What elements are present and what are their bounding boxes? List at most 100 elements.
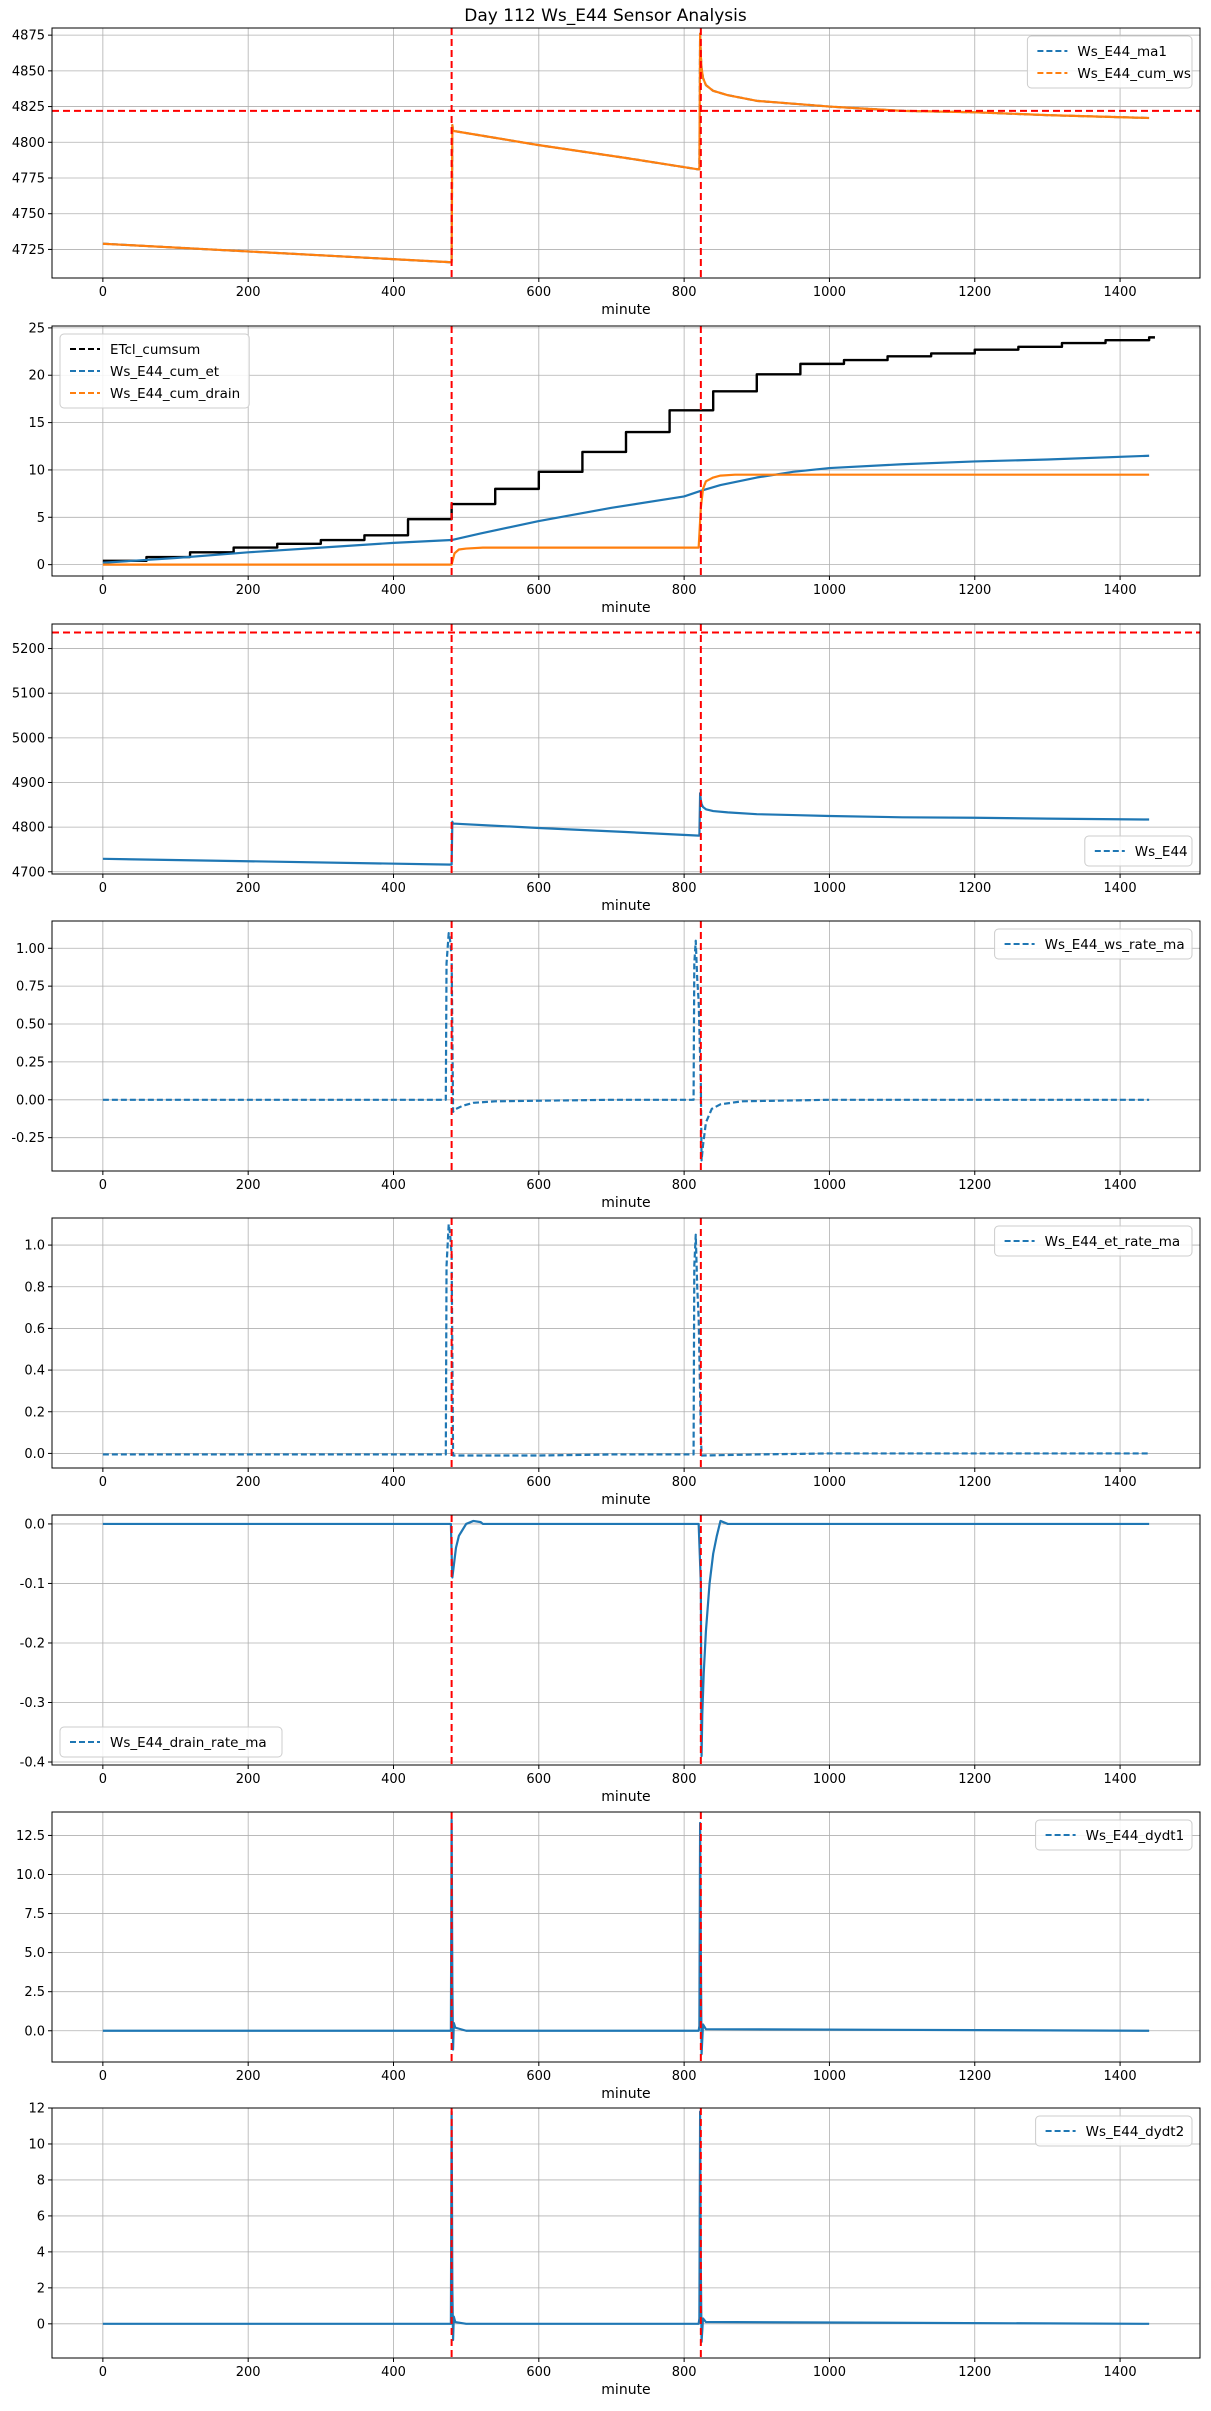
x-tick-label: 1400 — [1104, 1772, 1137, 1787]
x-tick-label: 600 — [526, 1178, 551, 1193]
x-tick-label: 800 — [672, 1475, 697, 1490]
legend: Ws_E44_et_rate_ma — [994, 1225, 1193, 1257]
x-tick-label: 1400 — [1104, 2365, 1137, 2380]
x-tick-label: 400 — [381, 2069, 406, 2084]
y-tick-label: 4825 — [12, 100, 45, 115]
legend: Ws_E44_dydt2 — [1035, 2115, 1193, 2147]
x-tick-label: 1200 — [958, 1178, 991, 1193]
y-tick-label: 25 — [28, 321, 45, 336]
y-tick-label: 0.0 — [24, 1517, 45, 1532]
x-tick-label: 1400 — [1104, 881, 1137, 896]
series-line-Ws_E44_cum_et — [102, 454, 1150, 564]
x-tick-label: 200 — [236, 583, 261, 598]
legend-label: ETcl_cumsum — [110, 342, 200, 358]
x-tick-label: 1000 — [813, 2069, 846, 2084]
x-tick-label: 600 — [526, 285, 551, 300]
subplot-6: 0 200 400 600 800 1000 1200 1400 -0.4 -0.3 -0.2 -0.… — [20, 1514, 1201, 1805]
x-tick-label: 1400 — [1104, 1178, 1137, 1193]
y-tick-label: 0 — [37, 558, 45, 573]
x-tick-label: 1400 — [1104, 285, 1137, 300]
x-tick-label: 1400 — [1104, 1475, 1137, 1490]
subplot-7: 0 200 400 600 800 1000 1200 1400 0.0 2.5 5.0 7.5 10.… — [16, 1811, 1201, 2102]
axes-frame — [51, 325, 1201, 577]
x-tick-label: 400 — [381, 1772, 406, 1787]
y-tick-label: 12 — [28, 2102, 45, 2117]
y-tick-label: 2.5 — [24, 1985, 45, 2000]
axes-frame — [51, 27, 1201, 279]
x-tick-label: 1000 — [813, 1178, 846, 1193]
x-tick-label: 1000 — [813, 1772, 846, 1787]
y-tick-label: 4800 — [12, 136, 45, 151]
legend: Ws_E44 — [1084, 835, 1193, 867]
axes-frame — [51, 623, 1201, 875]
x-tick-label: 600 — [526, 2365, 551, 2380]
y-tick-label: 4700 — [12, 865, 45, 880]
x-tick-label: 1400 — [1104, 583, 1137, 598]
legend-label: Ws_E44_cum_et — [110, 364, 219, 380]
y-tick-label: -0.3 — [20, 1696, 45, 1711]
x-axis-label: minute — [601, 2382, 650, 2398]
x-tick-label: 0 — [99, 881, 107, 896]
x-tick-label: 0 — [99, 2069, 107, 2084]
legend: Ws_E44_ma1 Ws_E44_cum_ws — [1026, 35, 1193, 89]
y-tick-label: 4850 — [12, 64, 45, 79]
y-tick-label: 0.25 — [16, 1055, 45, 1070]
x-axis-label: minute — [601, 1492, 650, 1508]
y-tick-label: 0.75 — [16, 980, 45, 995]
x-tick-label: 200 — [236, 881, 261, 896]
x-tick-label: 0 — [99, 1475, 107, 1490]
y-tick-label: 15 — [28, 416, 45, 431]
y-tick-label: 0 — [37, 2317, 45, 2332]
y-tick-label: 0.0 — [24, 1447, 45, 1462]
series-line-Ws_E44_dydt2 — [102, 2110, 1150, 2343]
y-tick-label: 8 — [37, 2173, 45, 2188]
x-tick-label: 400 — [381, 285, 406, 300]
series-line-ETcl_cumsum — [102, 336, 1155, 563]
legend-label: Ws_E44 — [1135, 844, 1188, 860]
y-tick-label: 0.00 — [16, 1093, 45, 1108]
y-tick-label: 0.8 — [24, 1280, 45, 1295]
x-axis-label: minute — [601, 1195, 650, 1211]
y-tick-label: 1.0 — [24, 1239, 45, 1254]
x-tick-label: 0 — [99, 1178, 107, 1193]
x-tick-label: 400 — [381, 1178, 406, 1193]
y-tick-label: 10 — [28, 2137, 45, 2152]
x-tick-label: 400 — [381, 1475, 406, 1490]
x-tick-label: 1200 — [958, 881, 991, 896]
x-tick-label: 1000 — [813, 583, 846, 598]
x-tick-label: 1200 — [958, 1475, 991, 1490]
x-tick-label: 1000 — [813, 1475, 846, 1490]
legend: Ws_E44_dydt1 — [1035, 1819, 1193, 1851]
y-tick-label: 5200 — [12, 642, 45, 657]
axes-frame — [51, 1514, 1201, 1766]
legend: Ws_E44_drain_rate_ma — [59, 1726, 283, 1758]
axes-frame — [51, 2107, 1201, 2359]
y-tick-label: 4875 — [12, 29, 45, 44]
subplot-1: 0 200 400 600 800 1000 1200 1400 4725 4750 4775 480… — [12, 27, 1201, 318]
subplot-5: 0 200 400 600 800 1000 1200 1400 0.0 0.2 0.4 0.6 0.8… — [24, 1217, 1201, 1508]
x-tick-label: 600 — [526, 1772, 551, 1787]
y-tick-label: 4775 — [12, 172, 45, 187]
legend-label: Ws_E44_drain_rate_ma — [110, 1735, 267, 1751]
x-tick-label: 1000 — [813, 881, 846, 896]
x-tick-label: 400 — [381, 881, 406, 896]
y-tick-label: 1.00 — [16, 942, 45, 957]
series-line-Ws_E44 — [102, 792, 1150, 866]
x-tick-label: 200 — [236, 1475, 261, 1490]
y-tick-label: 10 — [28, 463, 45, 478]
x-tick-label: 1200 — [958, 2365, 991, 2380]
x-tick-label: 0 — [99, 1772, 107, 1787]
x-tick-label: 1000 — [813, 285, 846, 300]
x-tick-label: 800 — [672, 881, 697, 896]
legend-label: Ws_E44_cum_ws — [1077, 66, 1191, 82]
legend-label: Ws_E44_dydt2 — [1086, 2124, 1185, 2140]
x-tick-label: 1400 — [1104, 2069, 1137, 2084]
subplot-4: 0 200 400 600 800 1000 1200 1400 -0.25 0.00 0.25 0.… — [11, 920, 1201, 1211]
x-tick-label: 200 — [236, 285, 261, 300]
x-axis-label: minute — [601, 898, 650, 914]
x-tick-label: 800 — [672, 1772, 697, 1787]
x-tick-label: 0 — [99, 583, 107, 598]
x-tick-label: 400 — [381, 583, 406, 598]
